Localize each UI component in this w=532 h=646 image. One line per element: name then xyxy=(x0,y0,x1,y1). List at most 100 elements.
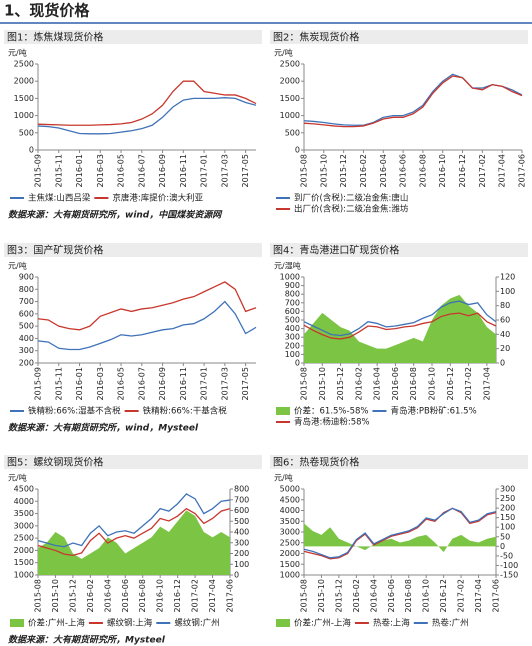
x-tick-label: 2016-07 xyxy=(137,367,146,400)
x-tick-label: 2015-09 xyxy=(34,154,43,187)
y-tick-label: 2500 xyxy=(280,60,300,69)
chart-title: 图5：螺纹钢现货价格 xyxy=(7,456,103,469)
legend-label: 青岛港:PB粉矿:61.5% xyxy=(390,406,476,417)
x-tick-label: 2017-06 xyxy=(518,154,527,187)
y2-tick-label: 40 xyxy=(500,330,510,339)
x-tick-label: 2016-06 xyxy=(387,579,396,612)
line xyxy=(37,300,257,351)
y-tick-label: 4000 xyxy=(14,497,34,506)
x-tick-label: 2016-08 xyxy=(418,154,427,187)
x-tick-label: 2016-03 xyxy=(96,367,105,400)
y-tick-label: 1500 xyxy=(14,94,34,103)
y-tick-label: 3000 xyxy=(14,521,34,530)
x-tick-label: 2017-01 xyxy=(200,367,209,400)
y-tick-label: 900 xyxy=(19,273,34,282)
source-note: 数据来源：大有期货研究所，wind，Mysteel xyxy=(8,423,199,434)
y-tick-label: 3000 xyxy=(280,528,300,537)
x-tick-label: 2015-10 xyxy=(319,154,328,187)
line xyxy=(303,507,497,560)
unit-label: 元/吨 xyxy=(274,473,293,483)
x-tick-label: 2016-02 xyxy=(86,579,95,612)
y-tick-label: 500 xyxy=(285,316,300,325)
y2-tick-label: 80 xyxy=(500,301,510,310)
x-tick-label: 2015-08 xyxy=(300,367,309,400)
y-tick-label: 100 xyxy=(285,350,300,359)
y-tick-label: 800 xyxy=(19,285,34,294)
x-tick-label: 2017-04 xyxy=(474,579,483,612)
x-tick-label: 2016-09 xyxy=(158,367,167,400)
x-tick-label: 2016-12 xyxy=(173,579,182,612)
unit-label: 元/湿吨 xyxy=(274,261,301,271)
x-tick-label: 2016-04 xyxy=(373,367,382,400)
x-tick-label: 2016-09 xyxy=(158,154,167,187)
x-tick-label: 2017-02 xyxy=(478,154,487,187)
y2-tick-label: 700 xyxy=(234,495,249,504)
x-tick-label: 2015-08 xyxy=(300,154,309,187)
y2-tick-label: -50 xyxy=(500,551,513,560)
chart-title: 图4：青岛港进口矿现货价格 xyxy=(273,244,399,257)
y-tick-label: 500 xyxy=(19,322,34,331)
x-tick-label: 2016-12 xyxy=(446,367,455,400)
chart-title: 图1：炼焦煤现货价格 xyxy=(7,31,103,44)
y2-tick-label: 100 xyxy=(500,523,515,532)
y2-tick-label: 150 xyxy=(500,513,515,522)
x-tick-label: 2015-10 xyxy=(317,579,326,612)
y-tick-label: 700 xyxy=(285,298,300,307)
legend-label: 主焦煤:山西吕梁 xyxy=(28,193,91,204)
x-tick-label: 2017-06 xyxy=(226,579,235,612)
x-tick-label: 2016-04 xyxy=(379,154,388,187)
x-tick-label: 2017-05 xyxy=(241,154,250,187)
y-tick-label: 500 xyxy=(285,128,300,137)
y2-tick-label: -100 xyxy=(500,561,518,570)
y-tick-label: 4500 xyxy=(280,495,300,504)
y-tick-label: 300 xyxy=(19,346,34,355)
unit-label: 元/吨 xyxy=(8,48,27,58)
y-tick-label: 2500 xyxy=(14,534,34,543)
legend-label: 京唐港:库提价:澳大利亚 xyxy=(112,193,203,204)
x-tick-label: 2016-05 xyxy=(117,367,126,400)
y-tick-label: 4000 xyxy=(280,506,300,515)
x-tick-label: 2017-03 xyxy=(220,367,229,400)
panel-header xyxy=(270,455,528,469)
y-tick-label: 300 xyxy=(285,333,300,342)
panel-header xyxy=(270,30,528,44)
x-tick-label: 2016-08 xyxy=(409,367,418,400)
x-tick-label: 2016-03 xyxy=(96,154,105,187)
area xyxy=(304,294,496,363)
y-tick-label: 1000 xyxy=(280,571,300,580)
x-tick-label: 2015-11 xyxy=(54,154,63,187)
x-tick-label: 2016-11 xyxy=(179,367,188,400)
x-tick-label: 2016-10 xyxy=(156,579,165,612)
x-tick-label: 2016-12 xyxy=(439,579,448,612)
source-note: 数据来源：大有期货研究所，Mysteel xyxy=(8,635,166,646)
y-tick-label: 4500 xyxy=(14,485,34,494)
line xyxy=(303,312,497,340)
panel-header xyxy=(270,243,528,257)
legend-label: 螺纹钢:上海 xyxy=(107,618,153,629)
x-tick-label: 2017-02 xyxy=(464,367,473,400)
unit-label: 元/吨 xyxy=(8,261,27,271)
line xyxy=(303,507,497,559)
line xyxy=(303,300,497,337)
x-tick-label: 2017-02 xyxy=(457,579,466,612)
x-tick-label: 2016-06 xyxy=(399,154,408,187)
y2-tick-label: 300 xyxy=(234,538,249,547)
y2-tick-label: 0 xyxy=(500,542,505,551)
y-tick-label: 1500 xyxy=(280,94,300,103)
y-tick-label: 1000 xyxy=(280,273,300,282)
x-tick-label: 2016-01 xyxy=(75,367,84,400)
y2-tick-label: -150 xyxy=(500,571,518,580)
x-tick-label: 2016-11 xyxy=(179,154,188,187)
line xyxy=(37,281,257,331)
x-tick-label: 2016-02 xyxy=(354,367,363,400)
y-tick-label: 600 xyxy=(285,307,300,316)
y-tick-label: 3500 xyxy=(14,509,34,518)
y2-tick-label: 200 xyxy=(500,504,515,513)
unit-label: 元/吨 xyxy=(8,473,27,483)
y-tick-label: 2000 xyxy=(280,549,300,558)
y-tick-label: 500 xyxy=(19,128,34,137)
x-tick-label: 2016-10 xyxy=(422,579,431,612)
legend-label: 价差:广州-上海 xyxy=(294,618,351,629)
x-tick-label: 2016-07 xyxy=(137,154,146,187)
